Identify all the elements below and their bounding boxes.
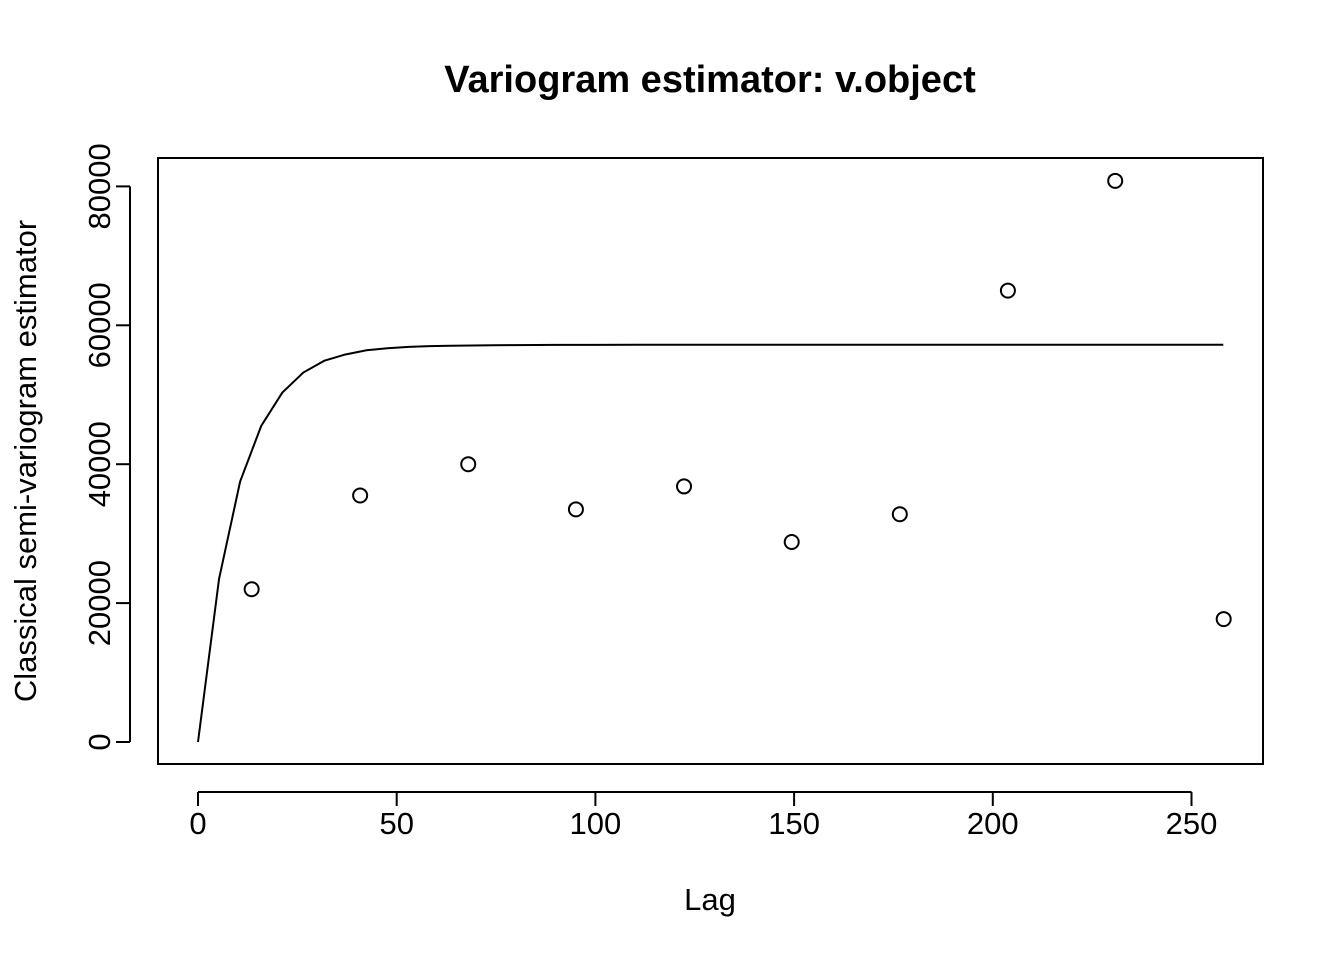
data-point xyxy=(1107,172,1124,189)
data-point xyxy=(1215,611,1232,628)
data-point xyxy=(891,506,908,523)
fitted-variogram-line xyxy=(197,343,1224,743)
empirical-variogram-points xyxy=(243,172,1232,628)
data-point xyxy=(243,581,260,598)
x-tick-label: 50 xyxy=(379,806,413,841)
data-point xyxy=(460,456,477,473)
x-tick-label: 250 xyxy=(1166,806,1218,841)
chart-title: Variogram estimator: v.object xyxy=(444,59,976,101)
data-point xyxy=(567,501,584,518)
y-tick-label: 60000 xyxy=(82,282,117,368)
y-axis: 0 20000 40000 60000 80000 xyxy=(82,143,131,751)
data-point xyxy=(676,478,693,495)
y-tick-label: 0 xyxy=(82,733,117,750)
x-tick-label: 200 xyxy=(967,806,1019,841)
plot-area-box xyxy=(157,157,1264,765)
x-axis-label: Lag xyxy=(684,882,736,917)
fitted-variogram-line-group xyxy=(197,343,1224,743)
data-point xyxy=(352,487,369,504)
x-axis: 0 50 100 150 200 250 xyxy=(189,791,1218,841)
data-point xyxy=(999,282,1016,299)
data-point xyxy=(783,533,800,550)
x-tick-label: 150 xyxy=(768,806,820,841)
y-axis-label: Classical semi-variogram estimator xyxy=(8,220,43,702)
y-tick-label: 40000 xyxy=(82,421,117,507)
x-tick-label: 0 xyxy=(189,806,206,841)
x-tick-label: 100 xyxy=(570,806,622,841)
y-tick-label: 80000 xyxy=(82,143,117,229)
y-tick-label: 20000 xyxy=(82,560,117,646)
